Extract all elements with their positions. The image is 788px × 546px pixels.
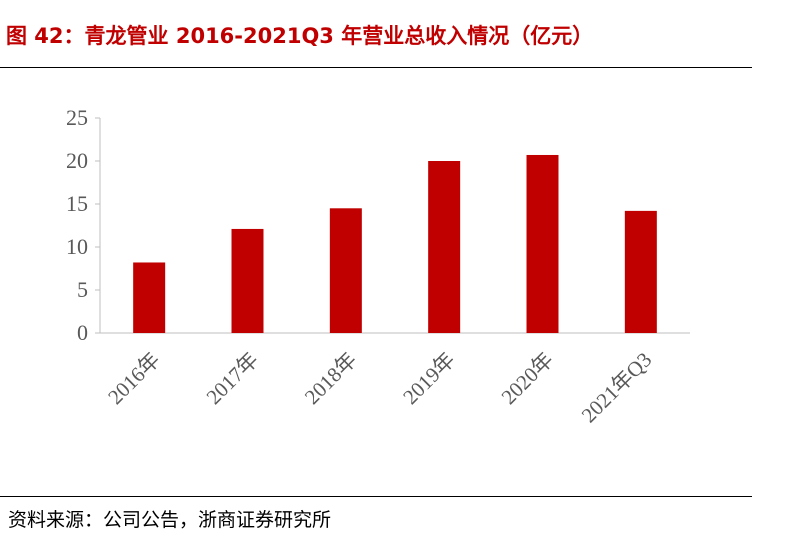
y-tick-label: 25 (66, 105, 88, 130)
x-category-label: 2016年 (103, 348, 165, 410)
y-tick-label: 15 (66, 191, 88, 216)
y-tick-label: 10 (66, 234, 88, 259)
bar (428, 161, 461, 333)
x-category-label: 2020年 (497, 348, 559, 410)
y-tick-label: 5 (77, 277, 88, 302)
bar-chart: 0 5 10 15 20 25 2016年 2017年 2018年 2019年 2020年 2021… (66, 105, 690, 428)
bar (329, 208, 362, 333)
bar (133, 262, 166, 333)
x-category-label: 2017年 (202, 348, 264, 410)
bar (231, 228, 264, 333)
source-divider (0, 496, 752, 497)
source-note: 资料来源：公司公告，浙商证券研究所 (8, 509, 332, 531)
x-label-group: 2016年 2017年 2018年 2019年 2020年 2021年Q3 (103, 348, 656, 428)
x-category-label: 2018年 (300, 348, 362, 410)
bar (526, 154, 559, 333)
y-tick-group: 0 5 10 15 20 25 (66, 105, 100, 345)
y-tick-label: 20 (66, 148, 88, 173)
y-tick-label: 0 (77, 320, 88, 345)
x-category-label: 2021年Q3 (577, 348, 657, 428)
bar-group (133, 154, 657, 333)
x-category-label: 2019年 (398, 348, 460, 410)
bar (624, 210, 657, 333)
figure-title: 图 42：青龙管业 2016-2021Q3 年营业总收入情况（亿元） (6, 24, 594, 48)
title-divider (0, 67, 752, 68)
